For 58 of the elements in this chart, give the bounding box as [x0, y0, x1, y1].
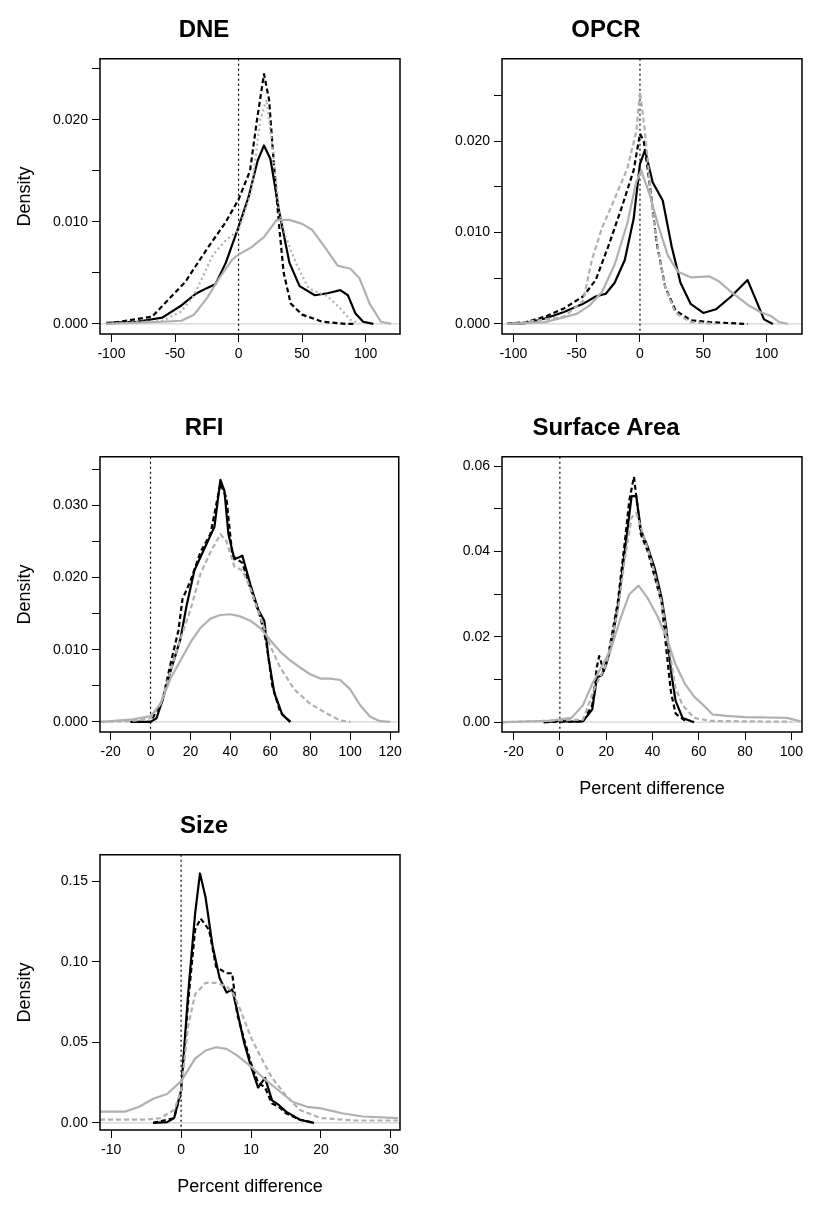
- x-tick-label: 100: [754, 345, 779, 362]
- x-tick-label: -10: [101, 1141, 122, 1158]
- y-tick-label: 0.020: [52, 568, 89, 585]
- x-tick-label: 80: [737, 743, 754, 760]
- x-tick-label: 60: [690, 743, 707, 760]
- y-axis-title: Density: [13, 166, 34, 227]
- y-tick-label: 0.000: [52, 712, 89, 729]
- x-tick-label: -100: [499, 345, 528, 362]
- y-tick-label: 0.010: [52, 640, 89, 657]
- y-tick-label: 0.010: [52, 212, 89, 229]
- y-tick-label: 0.010: [454, 223, 491, 240]
- x-tick-label: 100: [779, 743, 804, 760]
- y-axis-title: Density: [13, 962, 34, 1023]
- x-tick-label: -20: [100, 743, 121, 760]
- y-tick-label: 0.10: [60, 952, 89, 969]
- chart-title: Size: [179, 811, 229, 839]
- y-tick-label: 0.000: [454, 314, 491, 331]
- chart-title: RFI: [184, 413, 224, 441]
- x-tick-label: 120: [378, 743, 403, 760]
- x-tick-label: 30: [383, 1141, 399, 1158]
- y-tick-label: 0.00: [462, 713, 491, 730]
- x-axis-title: Percent difference: [579, 778, 725, 799]
- x-tick-label: 0: [234, 345, 243, 362]
- x-tick-label: 0: [636, 345, 645, 362]
- x-tick-label: 0: [177, 1141, 186, 1158]
- y-tick-label: 0.15: [60, 872, 89, 889]
- y-tick-label: 0.00: [60, 1113, 89, 1130]
- x-tick-label: 60: [262, 743, 279, 760]
- x-tick-label: 0: [555, 743, 564, 760]
- y-tick-label: 0.030: [52, 496, 89, 513]
- x-tick-label: 50: [695, 345, 712, 362]
- x-tick-label: 10: [243, 1141, 260, 1158]
- x-tick-label: 40: [644, 743, 661, 760]
- y-axis-title: Density: [13, 564, 34, 625]
- x-tick-label: 40: [222, 743, 239, 760]
- x-tick-label: 80: [302, 743, 319, 760]
- x-axis-title: Percent difference: [177, 1176, 323, 1197]
- x-tick-label: 0: [146, 743, 155, 760]
- x-tick-label: 100: [338, 743, 363, 760]
- y-tick-label: 0.04: [462, 542, 491, 559]
- y-tick-label: 0.02: [462, 627, 491, 644]
- y-tick-label: 0.000: [52, 314, 89, 331]
- x-tick-label: -20: [503, 743, 524, 760]
- chart-title: Surface Area: [532, 413, 681, 441]
- chart-title: OPCR: [571, 15, 641, 43]
- x-tick-label: 20: [598, 743, 615, 760]
- y-tick-label: 0.020: [52, 110, 89, 127]
- chart-title: DNE: [178, 15, 230, 43]
- x-tick-label: 50: [294, 345, 311, 362]
- x-tick-label: 100: [354, 345, 378, 362]
- x-tick-label: -50: [566, 345, 588, 362]
- x-tick-label: 20: [313, 1141, 329, 1158]
- x-tick-label: -50: [164, 345, 186, 362]
- y-tick-label: 0.06: [462, 457, 491, 474]
- y-tick-label: 0.020: [454, 131, 491, 148]
- y-tick-label: 0.05: [60, 1033, 89, 1050]
- x-tick-label: 20: [182, 743, 199, 760]
- x-tick-label: -100: [97, 345, 126, 362]
